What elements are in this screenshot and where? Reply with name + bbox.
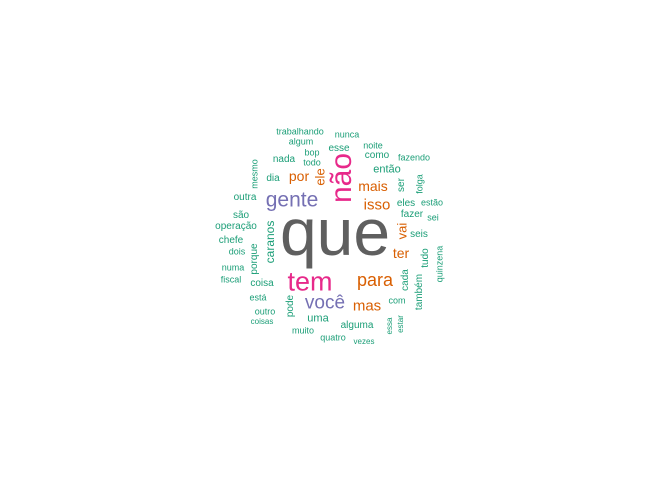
word-que: que bbox=[279, 195, 391, 269]
word-bop: bop bbox=[304, 147, 320, 158]
word-ter: ter bbox=[392, 245, 410, 261]
word-noite: noite bbox=[363, 140, 383, 151]
word-caranos: caranos bbox=[263, 220, 277, 264]
word-mesmo: mesmo bbox=[249, 159, 260, 189]
word-esse: esse bbox=[328, 143, 350, 154]
word-sei: sei bbox=[427, 212, 439, 223]
word-fiscal: fiscal bbox=[220, 274, 242, 285]
word-ser: ser bbox=[396, 178, 407, 192]
word-gente: gente bbox=[265, 188, 319, 212]
word-quatro: quatro bbox=[320, 332, 346, 343]
word-outro: outro bbox=[254, 306, 276, 317]
word-mais: mais bbox=[358, 178, 388, 194]
word-operacao: operação bbox=[215, 221, 257, 232]
word-trabalhando: trabalhando bbox=[276, 126, 324, 137]
word-mas: mas bbox=[352, 297, 382, 315]
word-dia: dia bbox=[266, 173, 280, 184]
word-seis: seis bbox=[410, 229, 428, 240]
word-coisa: coisa bbox=[250, 278, 274, 289]
word-estao: estão bbox=[420, 197, 444, 208]
word-essa: essa bbox=[385, 317, 394, 335]
word-tambem: também bbox=[414, 273, 425, 311]
word-folga: folga bbox=[414, 174, 425, 194]
word-fazer: fazer bbox=[400, 209, 424, 220]
word-todo: todo bbox=[303, 157, 321, 168]
word-quinzena: quinzena bbox=[434, 245, 445, 283]
word-tem: tem bbox=[287, 266, 333, 297]
word-cada: cada bbox=[400, 269, 411, 291]
word-voce: você bbox=[304, 292, 346, 314]
word-com: com bbox=[388, 295, 406, 306]
word-tudo: tudo bbox=[420, 248, 431, 268]
word-nada: nada bbox=[272, 154, 296, 165]
word-estar: estar bbox=[396, 315, 405, 333]
word-coisas: coisas bbox=[250, 317, 274, 326]
word-ele: ele bbox=[312, 168, 328, 186]
word-algum: algum bbox=[288, 136, 314, 147]
word-numa: numa bbox=[221, 262, 245, 273]
word-chefe: chefe bbox=[218, 235, 244, 246]
word-uma: uma bbox=[307, 312, 329, 325]
word-pode: pode bbox=[285, 294, 296, 318]
word-sao: são bbox=[232, 210, 250, 221]
word-isso: isso bbox=[363, 196, 391, 214]
word-vezes: vezes bbox=[353, 337, 375, 346]
word-para: para bbox=[356, 270, 394, 290]
word-por: por bbox=[288, 168, 310, 184]
word-entao: então bbox=[373, 163, 401, 176]
word-nunca: nunca bbox=[334, 129, 360, 140]
word-porque: porque bbox=[249, 243, 260, 275]
word-nao: não bbox=[325, 152, 358, 204]
word-esta: está bbox=[249, 292, 267, 303]
word-fazendo: fazendo bbox=[397, 152, 431, 163]
word-eles: eles bbox=[396, 198, 416, 209]
word-alguma: alguma bbox=[340, 320, 374, 331]
word-outra: outra bbox=[233, 192, 257, 203]
word-dois: dois bbox=[228, 246, 246, 257]
word-como: como bbox=[364, 150, 390, 161]
word-vai: vai bbox=[394, 222, 410, 240]
word-muito: muito bbox=[291, 325, 315, 336]
